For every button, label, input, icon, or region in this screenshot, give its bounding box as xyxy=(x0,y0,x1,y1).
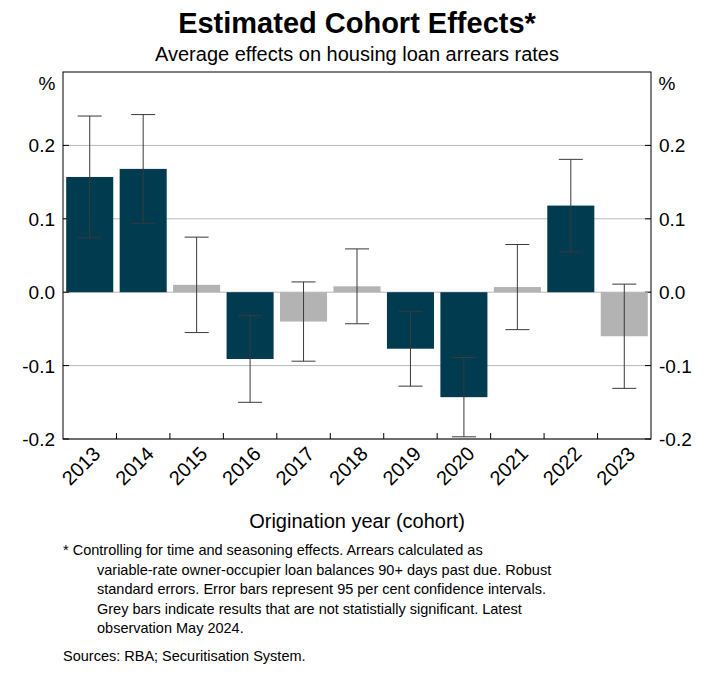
error-stem xyxy=(143,115,144,224)
error-cap xyxy=(292,361,316,362)
y-tick-label: -0.2 xyxy=(22,429,55,450)
y-tick xyxy=(645,145,651,146)
error-stem xyxy=(250,316,251,403)
error-stem xyxy=(570,159,571,251)
error-cap xyxy=(612,388,636,389)
error-bar xyxy=(559,159,583,251)
y-tick xyxy=(645,365,651,366)
error-cap xyxy=(398,311,422,312)
y-tick-label: -0.1 xyxy=(659,356,692,377)
error-cap xyxy=(345,248,369,249)
plot-frame xyxy=(63,72,651,439)
x-tick-label: 2015 xyxy=(164,442,211,489)
error-bar xyxy=(78,116,102,238)
error-cap xyxy=(185,237,209,238)
error-cap xyxy=(398,386,422,387)
x-tick xyxy=(330,433,331,439)
grid-line xyxy=(63,365,651,366)
y-tick-label: 0.2 xyxy=(659,135,685,156)
y-tick-label: 0.2 xyxy=(29,135,55,156)
plot-area xyxy=(66,115,648,437)
y-tick-label: -0.1 xyxy=(22,356,55,377)
x-axis-label: Origination year (cohort) xyxy=(249,510,465,532)
footnote: * Controlling for time and seasoning eff… xyxy=(63,542,483,558)
footnote: standard errors. Error bars represent 95… xyxy=(97,581,546,597)
error-stem xyxy=(303,282,304,361)
error-stem xyxy=(624,284,625,388)
error-bar xyxy=(612,284,636,388)
x-tick-label: 2023 xyxy=(592,442,639,489)
footnote: variable-rate owner-occupier loan balanc… xyxy=(97,562,551,578)
error-cap xyxy=(559,159,583,160)
y-tick xyxy=(645,218,651,219)
error-cap xyxy=(131,114,155,115)
error-cap xyxy=(78,116,102,117)
error-cap xyxy=(238,315,262,316)
error-bar xyxy=(238,316,262,403)
error-stem xyxy=(196,237,197,332)
error-cap xyxy=(292,281,316,282)
x-tick-label: 2022 xyxy=(539,442,586,489)
x-tick xyxy=(223,433,224,439)
x-tick xyxy=(116,433,117,439)
x-tick xyxy=(544,433,545,439)
error-cap xyxy=(78,237,102,238)
x-tick xyxy=(383,433,384,439)
grid-line xyxy=(63,145,651,146)
subtitle: Average effects on housing loan arrears … xyxy=(155,43,559,65)
error-cap xyxy=(505,329,529,330)
y-unit-left: % xyxy=(39,73,56,94)
error-bar xyxy=(131,115,155,224)
footnote: observation May 2024. xyxy=(97,620,244,636)
error-cap xyxy=(452,436,476,437)
x-tick-label: 2019 xyxy=(378,442,425,489)
error-bar xyxy=(345,249,369,324)
title: Estimated Cohort Effects* xyxy=(178,7,536,39)
x-tick xyxy=(597,433,598,439)
y-tick-label: 0.0 xyxy=(29,282,55,303)
x-tick-label: 2013 xyxy=(58,442,105,489)
error-cap xyxy=(505,244,529,245)
error-cap xyxy=(131,223,155,224)
error-stem xyxy=(89,116,90,238)
y-tick xyxy=(63,145,69,146)
x-tick xyxy=(169,433,170,439)
y-unit-right: % xyxy=(659,73,676,94)
error-bar xyxy=(452,358,476,437)
error-bar xyxy=(292,282,316,361)
error-cap xyxy=(345,323,369,324)
error-cap xyxy=(452,357,476,358)
y-tick-label: 0.1 xyxy=(29,209,55,230)
y-tick-label: 0.0 xyxy=(659,282,685,303)
x-tick-label: 2021 xyxy=(485,442,532,489)
error-stem xyxy=(357,249,358,324)
sources: Sources: RBA; Securitisation System. xyxy=(63,648,306,664)
y-tick xyxy=(63,365,69,366)
chart: Estimated Cohort Effects* Average effects… xyxy=(0,0,714,674)
x-tick-label: 2014 xyxy=(111,442,158,489)
y-tick-label: -0.2 xyxy=(659,429,692,450)
x-tick-label: 2017 xyxy=(271,442,318,489)
y-tick-label: 0.1 xyxy=(659,209,685,230)
x-tick-label: 2018 xyxy=(325,442,372,489)
error-stem xyxy=(410,311,411,386)
x-tick xyxy=(276,433,277,439)
error-cap xyxy=(185,332,209,333)
x-tick xyxy=(490,433,491,439)
error-stem xyxy=(463,358,464,437)
error-cap xyxy=(238,402,262,403)
footnote: Grey bars indicate results that are not … xyxy=(97,601,522,617)
x-tick-label: 2016 xyxy=(218,442,265,489)
error-cap xyxy=(559,251,583,252)
error-bar xyxy=(505,244,529,329)
x-tick xyxy=(437,433,438,439)
error-bar xyxy=(398,311,422,386)
x-tick-label: 2020 xyxy=(432,442,479,489)
error-bar xyxy=(185,237,209,332)
error-cap xyxy=(612,284,636,285)
error-stem xyxy=(517,244,518,329)
